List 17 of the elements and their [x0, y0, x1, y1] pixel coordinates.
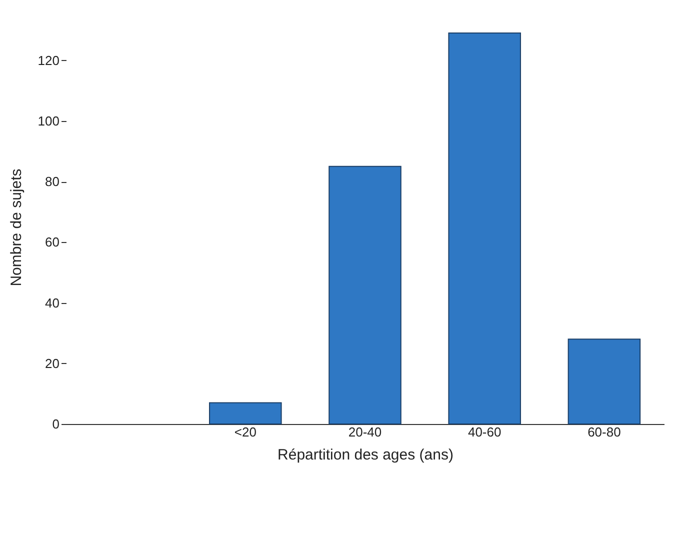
y-tick-label: 20	[45, 356, 60, 371]
bar	[568, 338, 641, 424]
x-tick-label: 60-80	[588, 424, 621, 440]
y-tick-label: 80	[45, 174, 60, 190]
y-tick-label: 0	[52, 416, 60, 432]
y-tick-label: 100	[38, 113, 60, 128]
x-tick-label: <20	[234, 424, 256, 440]
x-axis-title: Répartition des ages (ans)	[278, 446, 454, 464]
bar	[209, 402, 282, 424]
bar	[448, 32, 521, 424]
y-tick-label: 120	[38, 52, 60, 68]
y-tick-label: 40	[45, 295, 60, 310]
x-tick-label: 20-40	[348, 424, 382, 440]
bar	[328, 166, 402, 424]
x-tick-label: 40-60	[468, 424, 502, 440]
y-tick-label: 60	[45, 234, 60, 250]
y-axis-title: Nombre de sujets	[8, 168, 25, 286]
